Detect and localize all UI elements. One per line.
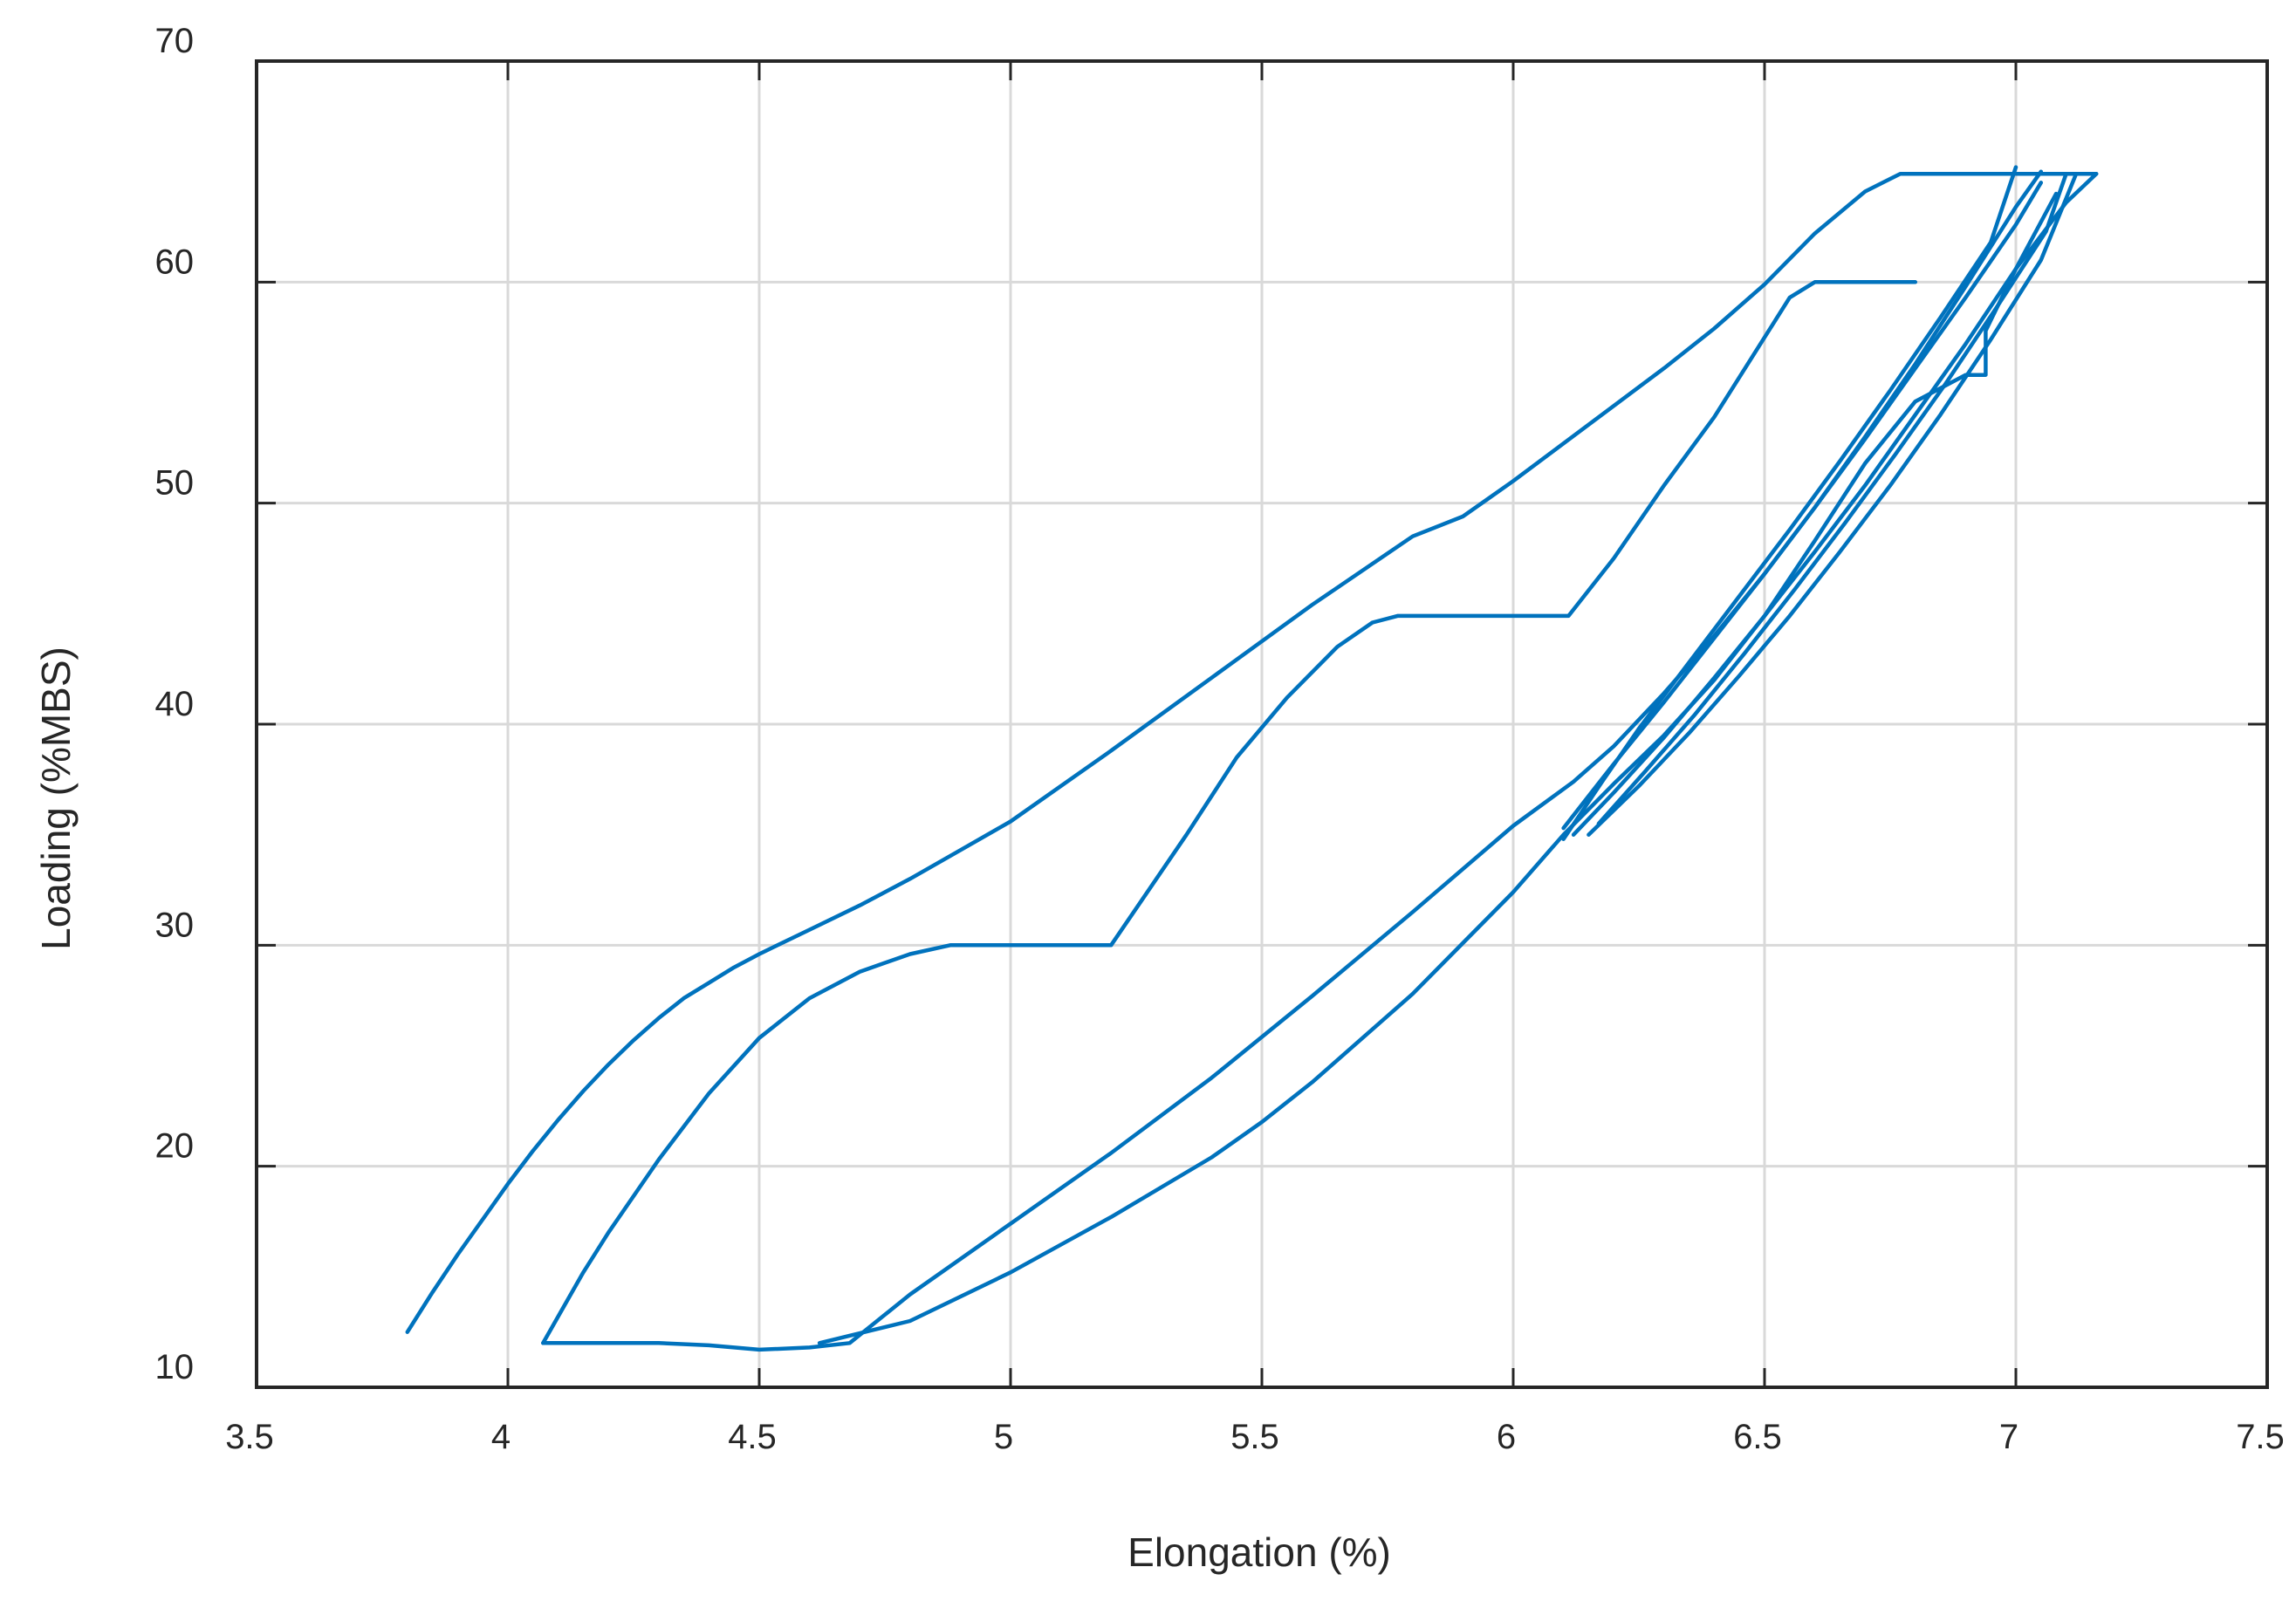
x-tick-label: 3.5 [225,1418,274,1456]
y-tick-labels: 10 20 30 40 50 60 70 [155,22,195,1386]
data-series [405,165,2099,1352]
x-tick-label: 6.5 [1733,1418,1782,1456]
x-tick-label: 5 [994,1418,1013,1456]
x-tick-labels: 3.5 4 4.5 5 5.5 6 6.5 7 7.5 [225,1418,2285,1456]
y-tick-label: 10 [155,1348,195,1386]
series-line-2 [541,280,1918,1345]
y-tick-label: 30 [155,906,195,944]
y-tick-label: 20 [155,1127,195,1166]
series-line-9 [1596,171,2068,826]
x-tick-label: 4.5 [728,1418,777,1456]
y-tick-label: 40 [155,685,195,723]
series-line-8 [1571,191,2059,837]
y-tick-label: 70 [155,22,195,60]
x-tick-label: 7 [1999,1418,2018,1456]
grid-lines [257,61,2267,1387]
series-line-6 [1587,171,2079,837]
y-tick-label: 50 [155,464,195,503]
x-axis-title: Elongation (%) [1127,1529,1391,1575]
series-line-7 [1561,165,2018,841]
y-tick-label: 60 [155,243,195,281]
series-line-1 [405,171,2099,1334]
y-axis-title: Loading (%MBS) [33,647,79,950]
series-line-5 [1561,181,2044,831]
x-tick-label: 4 [491,1418,511,1456]
x-tick-label: 5.5 [1230,1418,1279,1456]
x-tick-label: 6 [1497,1418,1516,1456]
series-line-3 [541,169,2044,1352]
x-tick-label: 7.5 [2236,1418,2285,1456]
tick-marks [255,59,2269,1389]
